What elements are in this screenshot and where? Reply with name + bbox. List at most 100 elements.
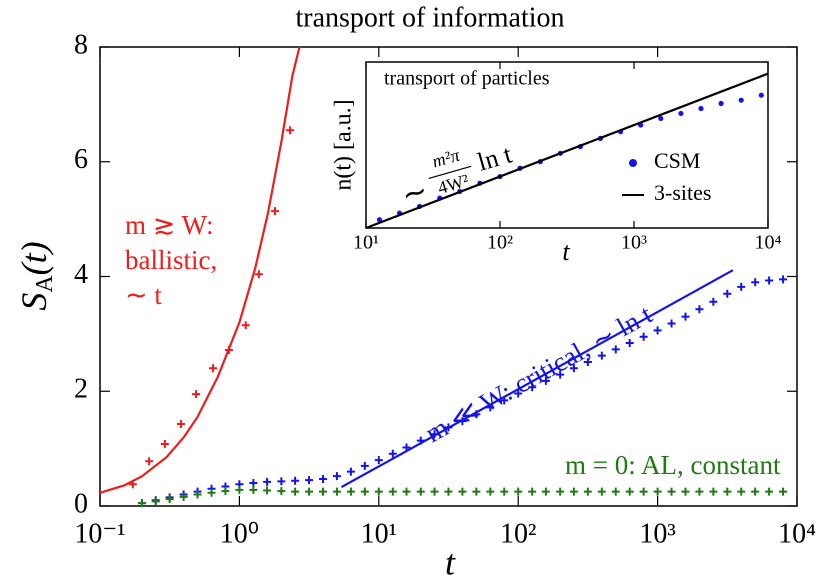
plus-marker — [209, 364, 218, 373]
plus-marker — [179, 492, 188, 501]
x-tick-label: 10⁰ — [220, 518, 259, 549]
plus-marker — [653, 487, 662, 496]
plus-marker — [556, 370, 565, 379]
plus-marker — [235, 485, 244, 494]
plus-marker — [332, 472, 341, 481]
dot-marker — [658, 115, 664, 122]
plus-marker — [500, 487, 509, 496]
plus-marker — [263, 486, 272, 495]
plus-marker — [751, 278, 760, 287]
plus-marker — [277, 477, 286, 486]
plus-marker — [416, 487, 425, 496]
plus-marker — [583, 487, 592, 496]
plus-marker — [514, 487, 523, 496]
plus-marker — [207, 488, 216, 497]
plus-marker — [779, 487, 788, 496]
plus-marker — [709, 487, 718, 496]
plus-marker — [723, 487, 732, 496]
x-tick-label: 10² — [500, 518, 536, 549]
plus-marker — [270, 207, 279, 216]
plus-marker — [695, 305, 704, 314]
plus-marker — [695, 487, 704, 496]
x-tick-label: 10¹ — [353, 232, 379, 254]
series-line — [365, 72, 769, 230]
x-tick-label: 10² — [487, 232, 513, 254]
plus-marker — [528, 383, 537, 392]
y-label-subscript: A — [32, 275, 58, 293]
plus-marker — [319, 487, 328, 496]
plus-marker — [597, 351, 606, 360]
plus-marker — [137, 499, 146, 508]
plus-marker — [305, 476, 314, 485]
plus-marker — [611, 487, 620, 496]
dot-marker — [698, 105, 704, 112]
plus-marker — [346, 487, 355, 496]
plus-marker — [528, 487, 537, 496]
x-axis-label: t — [445, 542, 456, 582]
x-tick-label: 10⁴ — [778, 518, 816, 549]
plus-marker — [263, 477, 272, 486]
series-line — [340, 269, 734, 489]
chart-title: transport of information — [295, 2, 564, 33]
plus-marker — [192, 390, 201, 399]
plus-marker — [374, 456, 383, 465]
inset-title: transport of particles — [384, 68, 550, 90]
plus-marker — [486, 487, 495, 496]
plus-marker — [430, 487, 439, 496]
plus-marker — [779, 275, 788, 284]
plus-marker — [667, 319, 676, 328]
plus-marker — [286, 126, 295, 135]
plus-marker — [765, 276, 774, 285]
plus-marker — [241, 321, 250, 330]
plus-marker — [541, 376, 550, 385]
plus-marker — [723, 289, 732, 298]
plus-marker — [176, 419, 185, 428]
plus-marker — [128, 480, 137, 489]
plus-marker — [653, 326, 662, 335]
legend-label: CSM — [654, 148, 700, 173]
plus-marker — [681, 312, 690, 321]
plus-marker — [597, 487, 606, 496]
plus-marker — [249, 479, 258, 488]
plus-marker — [514, 389, 523, 398]
plus-marker — [625, 339, 634, 348]
plus-marker — [556, 487, 565, 496]
plus-marker — [472, 487, 481, 496]
plus-marker — [249, 485, 258, 494]
dot-marker — [718, 100, 724, 107]
plus-marker — [346, 467, 355, 476]
plot-frame — [365, 61, 769, 229]
plus-marker — [221, 487, 230, 496]
legend-label: 3-sites — [654, 180, 711, 205]
series-line — [99, 46, 301, 494]
y-tick-label: 6 — [74, 144, 88, 175]
plus-marker — [319, 475, 328, 484]
y-tick-label: 4 — [74, 259, 88, 290]
annotation: ballistic, — [125, 245, 217, 275]
plus-marker — [569, 487, 578, 496]
plus-marker — [254, 270, 263, 279]
plus-marker — [360, 461, 369, 470]
y-tick-label: 8 — [74, 29, 88, 60]
x-tick-label: 10⁻¹ — [74, 518, 125, 549]
plus-marker — [193, 490, 202, 499]
plus-marker — [709, 297, 718, 306]
plus-marker — [625, 487, 634, 496]
plus-marker — [751, 487, 760, 496]
plus-marker — [444, 487, 453, 496]
plus-marker — [151, 497, 160, 506]
y-tick-label: 2 — [74, 374, 88, 405]
plus-marker — [305, 487, 314, 496]
x-tick-label: 10⁴ — [755, 232, 782, 254]
plus-marker — [541, 487, 550, 496]
x-tick-label: 10³ — [621, 232, 647, 254]
y-axis-label: SA(t) — [14, 241, 57, 310]
plus-marker — [145, 457, 154, 466]
plus-marker — [737, 487, 746, 496]
plus-marker — [160, 440, 169, 449]
x-tick-label: 10¹ — [361, 518, 397, 549]
plus-marker — [765, 487, 774, 496]
inset-y-label: n(t) [a.u.] — [331, 99, 357, 190]
